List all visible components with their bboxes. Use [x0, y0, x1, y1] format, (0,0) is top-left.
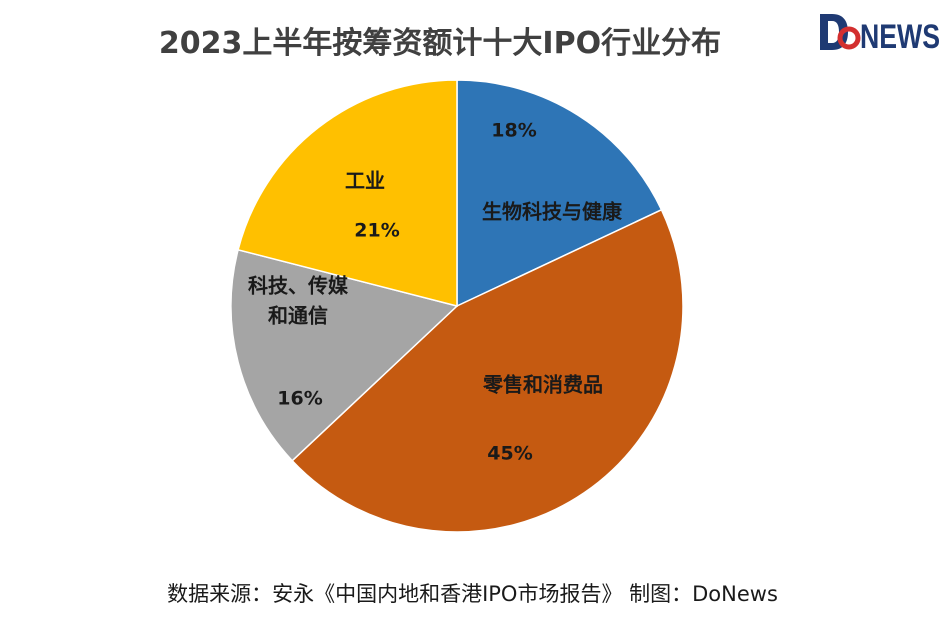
donews-logo-icon: NEWS: [820, 14, 940, 56]
slice-category-label: 和通信: [268, 304, 328, 328]
slice-category-label: 生物科技与健康: [482, 200, 623, 224]
slice-percent-label: 45%: [487, 443, 532, 465]
pie-slice: [291, 208, 684, 533]
pie-slice: [237, 79, 458, 307]
slice-percent-label: 16%: [277, 388, 322, 410]
data-source-note: 数据来源：安永《中国内地和香港IPO市场报告》 制图：DoNews: [167, 582, 778, 606]
slice-category-label: 工业: [345, 169, 385, 193]
svg-text:NEWS: NEWS: [860, 18, 940, 54]
pie-slice: [456, 79, 663, 308]
slice-category-label: 零售和消费品: [482, 373, 603, 397]
pie-slice: [230, 248, 459, 462]
donews-logo: NEWS: [818, 10, 943, 58]
slice-percent-label: 18%: [491, 120, 536, 142]
chart-title: 2023上半年按筹资额计十大IPO行业分布: [158, 26, 722, 61]
slice-percent-label: 21%: [354, 220, 399, 242]
slice-category-label: 科技、传媒: [248, 274, 349, 298]
